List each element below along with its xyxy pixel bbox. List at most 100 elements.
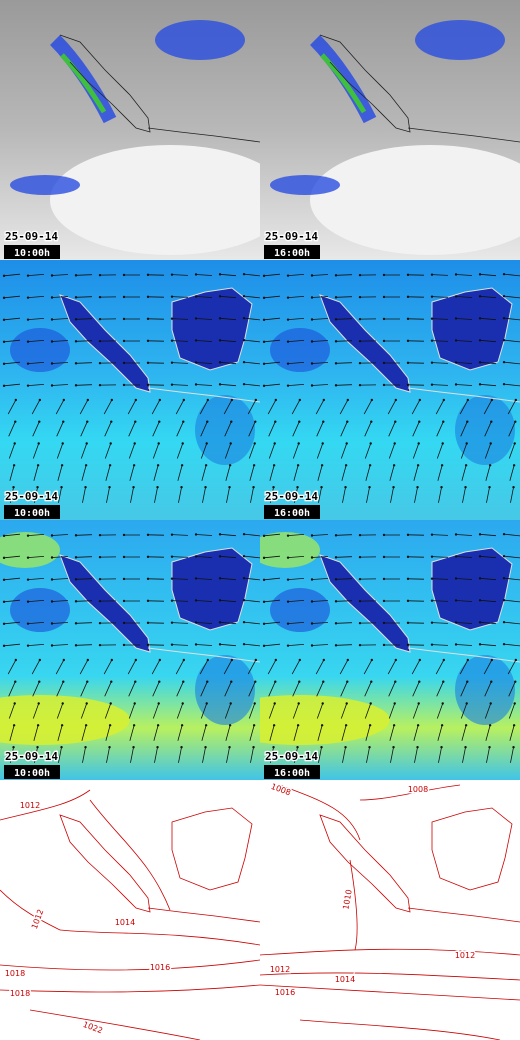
wind-arrow bbox=[459, 399, 469, 415]
wind-arrow-head bbox=[180, 464, 184, 467]
wind-arrow-head bbox=[181, 442, 184, 445]
wind-arrow-head bbox=[368, 724, 372, 727]
coastline bbox=[407, 907, 520, 923]
wind-arrow-head bbox=[158, 398, 162, 402]
wind-arrow bbox=[51, 578, 69, 580]
wind-arrow-head bbox=[394, 658, 398, 662]
wind-arrow-head bbox=[84, 485, 87, 489]
wind-arrow bbox=[27, 339, 45, 343]
wind-arrow-head bbox=[489, 702, 492, 705]
wind-arrow-head bbox=[286, 534, 290, 537]
wind-arrow bbox=[268, 681, 276, 697]
wind-arrow-head bbox=[26, 296, 30, 299]
wind-arrow bbox=[195, 362, 213, 364]
wind-arrow-head bbox=[2, 600, 6, 604]
wind-arrow-head bbox=[252, 485, 255, 489]
wind-arrow-head bbox=[2, 534, 6, 538]
wind-arrow-head bbox=[242, 316, 246, 320]
wind-arrow bbox=[58, 747, 62, 763]
wind-arrow bbox=[504, 339, 520, 343]
wind-arrow bbox=[484, 681, 492, 697]
wind-arrow-head bbox=[430, 599, 434, 602]
wind-arrow-head bbox=[382, 533, 386, 537]
wind-arrow-head bbox=[86, 420, 89, 423]
wind-arrow-head bbox=[253, 702, 256, 705]
wind-arrow-head bbox=[262, 362, 266, 366]
wind-arrow bbox=[438, 747, 442, 763]
wind-arrow-head bbox=[2, 556, 6, 560]
wind-arrow-head bbox=[430, 295, 434, 298]
wind-arrow-head bbox=[320, 724, 324, 727]
wind-arrow-head bbox=[454, 577, 458, 580]
wind-arrow-head bbox=[50, 274, 54, 277]
wind-arrow bbox=[508, 681, 516, 697]
isobar-label: 1012 bbox=[455, 951, 475, 960]
wind-arrow bbox=[219, 383, 237, 387]
wind-arrow bbox=[509, 465, 515, 481]
wind-arrow-head bbox=[122, 317, 126, 321]
wind-arrow-head bbox=[310, 622, 314, 625]
wind-arrow bbox=[431, 340, 449, 342]
wind-arrow-head bbox=[242, 382, 246, 386]
wind-arrow-head bbox=[14, 658, 18, 662]
wind-arrow bbox=[244, 361, 260, 365]
wind-arrow bbox=[287, 361, 305, 365]
wind-arrow bbox=[176, 703, 184, 719]
wind-arrow bbox=[340, 703, 348, 719]
wind-arrow-head bbox=[514, 420, 517, 423]
wind-arrow-head bbox=[262, 600, 266, 604]
wind-arrow bbox=[51, 274, 69, 276]
wind-arrow-head bbox=[122, 577, 126, 581]
wind-arrow-head bbox=[382, 273, 386, 277]
time-label: 16:00h bbox=[274, 248, 310, 259]
wind-arrow-head bbox=[454, 383, 458, 386]
wind-arrow bbox=[293, 465, 299, 481]
wind-arrow bbox=[264, 383, 280, 387]
cloud-mass bbox=[50, 145, 260, 255]
wind-arrow-head bbox=[418, 680, 421, 683]
date-label: 25-09-14 bbox=[5, 750, 58, 763]
wind-arrow-head bbox=[262, 622, 266, 626]
wind-arrow bbox=[264, 577, 280, 581]
wind-arrow-head bbox=[204, 724, 208, 727]
wind-arrow bbox=[292, 681, 300, 697]
wind-arrow bbox=[363, 399, 373, 415]
wind-arrow-head bbox=[334, 644, 338, 647]
wind-arrow-head bbox=[98, 599, 102, 603]
wind-arrow-head bbox=[74, 340, 78, 343]
wind-arrow-head bbox=[454, 339, 458, 342]
wind-arrow bbox=[484, 443, 492, 459]
wind-arrow bbox=[431, 622, 449, 624]
wind-arrow-head bbox=[416, 745, 419, 749]
wind-arrow-head bbox=[322, 658, 326, 662]
wind-arrow bbox=[504, 555, 520, 559]
time-label-box bbox=[264, 505, 320, 519]
calm-area bbox=[270, 588, 330, 632]
wind-arrow bbox=[225, 725, 231, 741]
wind-max bbox=[260, 695, 390, 745]
wind-arrow-head bbox=[310, 384, 314, 387]
date-label: 25-09-14 bbox=[5, 490, 58, 503]
wind-arrow-head bbox=[478, 643, 482, 646]
wind-arrow-head bbox=[262, 556, 266, 560]
wind-arrow bbox=[51, 556, 69, 558]
wind-arrow bbox=[171, 622, 189, 624]
wind-arrow bbox=[171, 274, 189, 276]
wind-arrow-head bbox=[86, 398, 90, 402]
wind-arrow-head bbox=[2, 578, 6, 582]
wind-arrow-head bbox=[286, 600, 290, 603]
wind-arrow bbox=[479, 317, 497, 321]
wind-arrow-head bbox=[334, 556, 338, 559]
wind-arrow bbox=[226, 487, 230, 503]
wind-arrow-head bbox=[242, 642, 246, 646]
wind-arrow-head bbox=[122, 533, 126, 537]
wind-arrow bbox=[248, 703, 256, 719]
wind-arrow-head bbox=[358, 577, 362, 581]
isobar-label: 1016 bbox=[150, 963, 170, 972]
wind-arrow-head bbox=[254, 680, 257, 683]
wind-arrow bbox=[4, 295, 20, 299]
wind-arrow bbox=[244, 621, 260, 625]
wind-arrow bbox=[485, 465, 491, 481]
wind-arrow bbox=[335, 362, 353, 364]
wind-arrow-head bbox=[406, 533, 410, 537]
